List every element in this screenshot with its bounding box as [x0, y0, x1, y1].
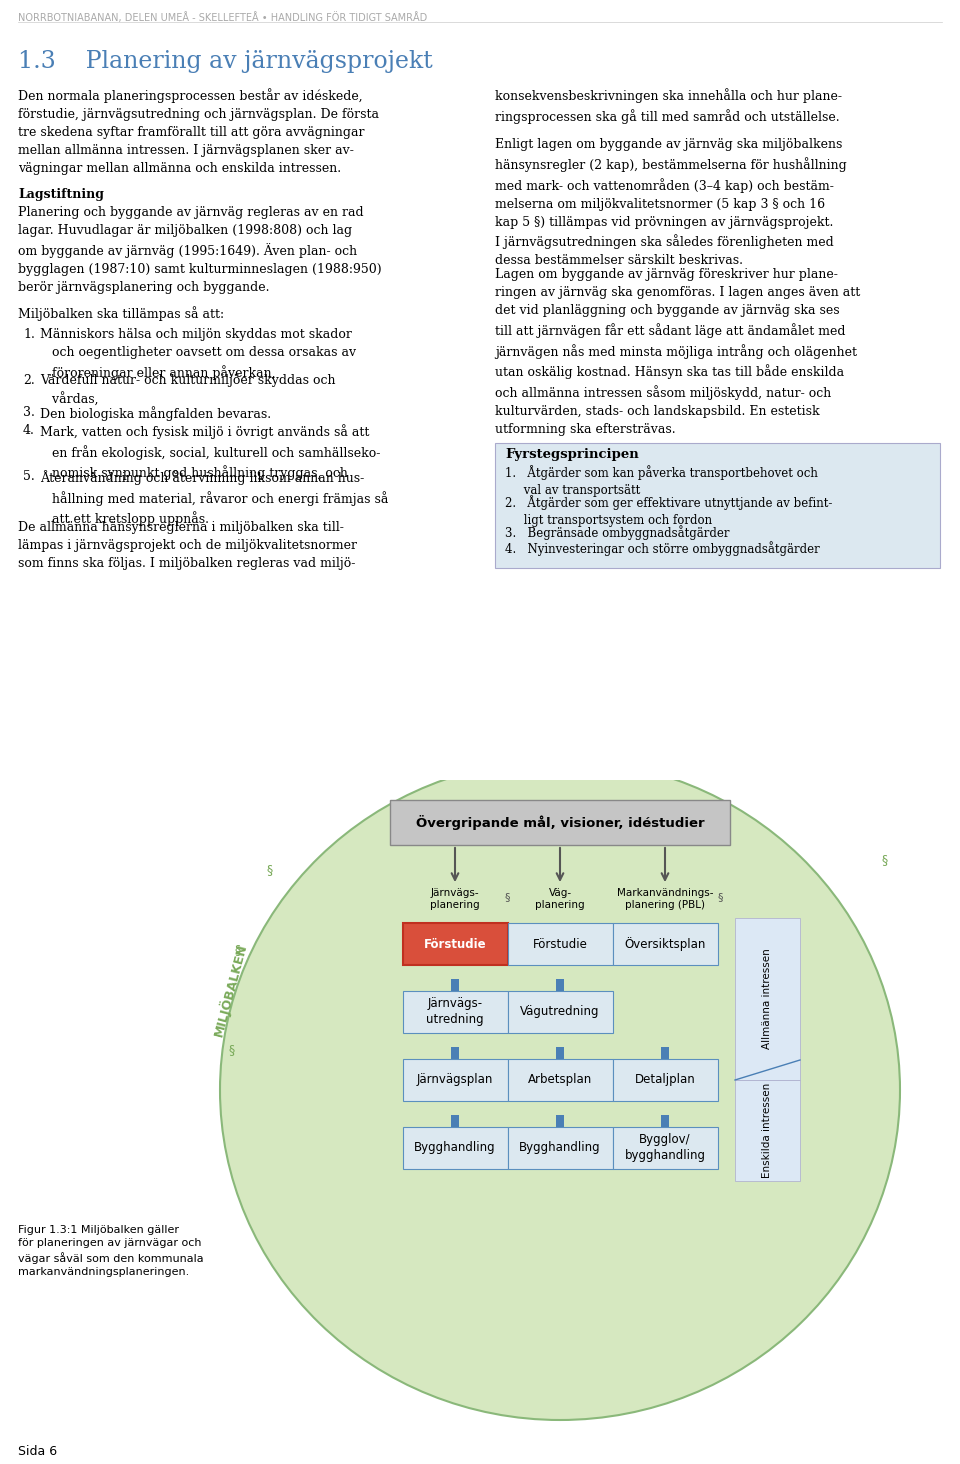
FancyBboxPatch shape	[612, 1127, 717, 1168]
Text: §: §	[267, 864, 274, 877]
Text: §: §	[882, 854, 888, 867]
Bar	[556, 979, 564, 991]
Text: De allmänna hänsynsreglerna i miljöbalken ska till-
lämpas i järnvägsprojekt och: De allmänna hänsynsreglerna i miljöbalke…	[18, 521, 357, 569]
Text: Lagstiftning: Lagstiftning	[18, 187, 104, 201]
Bar	[556, 1047, 564, 1058]
FancyBboxPatch shape	[508, 1127, 612, 1168]
FancyBboxPatch shape	[495, 444, 940, 568]
Text: Detaljplan: Detaljplan	[635, 1073, 695, 1086]
Text: 5.: 5.	[23, 470, 35, 483]
Text: Övergripande mål, visioner, idéstudier: Övergripande mål, visioner, idéstudier	[416, 815, 705, 830]
FancyBboxPatch shape	[612, 922, 717, 965]
Text: Enskilda intressen: Enskilda intressen	[762, 1083, 773, 1179]
Ellipse shape	[220, 760, 900, 1420]
Text: Fyrstegsprincipen: Fyrstegsprincipen	[505, 448, 638, 461]
FancyBboxPatch shape	[402, 922, 508, 965]
Text: Mark, vatten och fysisk miljö i övrigt används så att
   en från ekologisk, soci: Mark, vatten och fysisk miljö i övrigt a…	[40, 425, 380, 480]
Bar	[661, 1047, 669, 1058]
Text: Människors hälsa och miljön skyddas mot skador
   och oegentligheter oavsett om : Människors hälsa och miljön skyddas mot …	[40, 328, 356, 379]
Text: 2.   Åtgärder som ger effektivare utnyttjande av befint-
     ligt transportsyst: 2. Åtgärder som ger effektivare utnyttja…	[505, 495, 832, 527]
Text: 3.: 3.	[23, 406, 35, 419]
Text: Förstudie: Förstudie	[533, 937, 588, 950]
Text: Planering och byggande av järnväg regleras av en rad
lagar. Huvudlagar är miljöb: Planering och byggande av järnväg regler…	[18, 206, 382, 294]
FancyBboxPatch shape	[612, 1058, 717, 1101]
Text: Översiktsplan: Översiktsplan	[624, 937, 706, 952]
Text: Miljöbalken ska tillämpas så att:: Miljöbalken ska tillämpas så att:	[18, 306, 224, 321]
Bar	[451, 1116, 459, 1127]
Text: Järnvägs-
utredning: Järnvägs- utredning	[426, 997, 484, 1026]
Text: Väg-
planering: Väg- planering	[535, 889, 585, 911]
Bar	[451, 1047, 459, 1058]
Text: 3.   Begränsade ombyggnadsåtgärder: 3. Begränsade ombyggnadsåtgärder	[505, 526, 730, 540]
Bar	[661, 1116, 669, 1127]
Text: konsekvensbeskrivningen ska innehålla och hur plane-
ringsprocessen ska gå till : konsekvensbeskrivningen ska innehålla oc…	[495, 88, 842, 123]
Text: §: §	[505, 892, 511, 902]
Text: §: §	[717, 892, 723, 902]
Text: 1.   Åtgärder som kan påverka transportbehovet och
     val av transportsätt: 1. Åtgärder som kan påverka transportbeh…	[505, 466, 818, 496]
Text: Sida 6: Sida 6	[18, 1445, 58, 1458]
Text: Markanvändnings-
planering (PBL): Markanvändnings- planering (PBL)	[616, 889, 713, 911]
Bar	[735, 1080, 800, 1181]
Bar	[215, 731, 905, 780]
Bar	[451, 979, 459, 991]
Text: Den normala planeringsprocessen består av idéskede,
förstudie, järnvägsutredning: Den normala planeringsprocessen består a…	[18, 88, 379, 174]
Text: Allmänna intressen: Allmänna intressen	[762, 949, 773, 1050]
Text: §: §	[228, 1044, 235, 1057]
Text: Figur 1.3:1 Miljöbalken gäller
för planeringen av järnvägar och
vägar såväl som : Figur 1.3:1 Miljöbalken gäller för plane…	[18, 1225, 204, 1277]
Bar	[556, 1116, 564, 1127]
Text: §: §	[235, 943, 241, 956]
Text: Vägutredning: Vägutredning	[520, 1006, 600, 1019]
Text: Järnvägs-
planering: Järnvägs- planering	[430, 889, 480, 911]
Text: NORRBOTNIABANAN, DELEN UMEÅ - SKELLEFTEÅ • HANDLING FÖR TIDIGT SAMRÅD: NORRBOTNIABANAN, DELEN UMEÅ - SKELLEFTEÅ…	[18, 12, 427, 23]
Text: 4.: 4.	[23, 425, 35, 436]
Text: 2.: 2.	[23, 373, 35, 386]
FancyBboxPatch shape	[508, 922, 612, 965]
Bar	[735, 918, 800, 1080]
Text: 1.: 1.	[23, 328, 35, 341]
Text: Bygghandling: Bygghandling	[519, 1142, 601, 1155]
Text: Lagen om byggande av järnväg föreskriver hur plane-
ringen av järnväg ska genomf: Lagen om byggande av järnväg föreskriver…	[495, 268, 860, 436]
FancyBboxPatch shape	[390, 799, 730, 845]
FancyBboxPatch shape	[508, 1058, 612, 1101]
FancyBboxPatch shape	[402, 1058, 508, 1101]
Text: Värdefull natur- och kulturmiljöer skyddas och
   vårdas,: Värdefull natur- och kulturmiljöer skydd…	[40, 373, 335, 407]
Text: Arbetsplan: Arbetsplan	[528, 1073, 592, 1086]
FancyBboxPatch shape	[402, 1127, 508, 1168]
Text: Bygglov/
bygghandling: Bygglov/ bygghandling	[625, 1133, 706, 1162]
Text: 1.3    Planering av järnvägsprojekt: 1.3 Planering av järnvägsprojekt	[18, 50, 433, 73]
Text: Förstudie: Förstudie	[423, 937, 487, 950]
FancyBboxPatch shape	[402, 991, 508, 1034]
Text: Enligt lagen om byggande av järnväg ska miljöbalkens
hänsynsregler (2 kap), best: Enligt lagen om byggande av järnväg ska …	[495, 138, 847, 268]
Text: Återanvändning och återvinning liksom annan hus-
   hållning med material, råvar: Återanvändning och återvinning liksom an…	[40, 470, 389, 527]
FancyBboxPatch shape	[508, 991, 612, 1034]
Text: MILJÖBALKEN: MILJÖBALKEN	[210, 941, 250, 1038]
Text: Den biologiska mångfalden bevaras.: Den biologiska mångfalden bevaras.	[40, 406, 271, 420]
Text: Järnvägsplan: Järnvägsplan	[417, 1073, 493, 1086]
Text: 4.   Nyinvesteringar och större ombyggnadsåtgärder: 4. Nyinvesteringar och större ombyggnads…	[505, 542, 820, 556]
Text: Bygghandling: Bygghandling	[414, 1142, 495, 1155]
